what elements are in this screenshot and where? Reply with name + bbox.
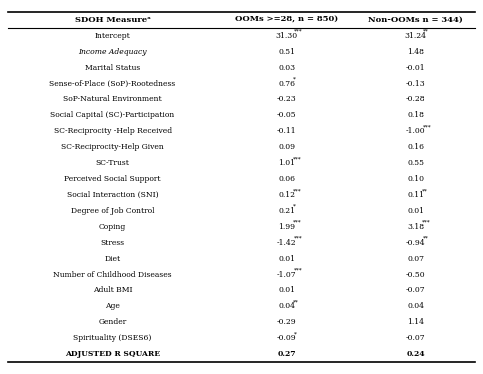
Text: ***: *** bbox=[294, 29, 302, 34]
Text: SC-Trust: SC-Trust bbox=[96, 159, 129, 167]
Text: 0.12: 0.12 bbox=[278, 191, 296, 199]
Text: Coping: Coping bbox=[99, 223, 126, 231]
Text: ***: *** bbox=[294, 267, 302, 273]
Text: Marital Status: Marital Status bbox=[85, 64, 140, 72]
Text: -1.42: -1.42 bbox=[277, 239, 297, 247]
Text: ADJUSTED R SQUARE: ADJUSTED R SQUARE bbox=[65, 350, 160, 358]
Text: 0.04: 0.04 bbox=[407, 302, 424, 310]
Text: Gender: Gender bbox=[99, 318, 127, 326]
Text: -0.94: -0.94 bbox=[406, 239, 426, 247]
Text: Diet: Diet bbox=[104, 255, 121, 263]
Text: SDOH Measureᵃ: SDOH Measureᵃ bbox=[74, 16, 151, 24]
Text: Age: Age bbox=[105, 302, 120, 310]
Text: **: ** bbox=[293, 299, 298, 304]
Text: 1.14: 1.14 bbox=[407, 318, 424, 326]
Text: -0.11: -0.11 bbox=[277, 127, 297, 135]
Text: -0.07: -0.07 bbox=[406, 334, 426, 342]
Text: *: * bbox=[294, 331, 297, 336]
Text: 0.07: 0.07 bbox=[407, 255, 424, 263]
Text: 0.16: 0.16 bbox=[407, 143, 424, 151]
Text: SoP-Natural Environment: SoP-Natural Environment bbox=[63, 95, 162, 104]
Text: 0.76: 0.76 bbox=[278, 80, 296, 88]
Text: Intercept: Intercept bbox=[95, 32, 130, 40]
Text: 1.01: 1.01 bbox=[278, 159, 296, 167]
Text: -0.13: -0.13 bbox=[406, 80, 426, 88]
Text: -0.05: -0.05 bbox=[277, 111, 297, 119]
Text: ***: *** bbox=[293, 220, 301, 225]
Text: Social Capital (SC)-Participation: Social Capital (SC)-Participation bbox=[50, 111, 175, 119]
Text: Perceived Social Support: Perceived Social Support bbox=[64, 175, 161, 183]
Text: 31.30: 31.30 bbox=[276, 32, 298, 40]
Text: Number of Childhood Diseases: Number of Childhood Diseases bbox=[53, 270, 172, 279]
Text: 0.06: 0.06 bbox=[278, 175, 296, 183]
Text: **: ** bbox=[422, 188, 427, 193]
Text: OOMs >=28, n = 850): OOMs >=28, n = 850) bbox=[235, 16, 339, 24]
Text: 0.51: 0.51 bbox=[278, 48, 296, 56]
Text: Social Interaction (SNI): Social Interaction (SNI) bbox=[67, 191, 158, 199]
Text: ***: *** bbox=[293, 156, 301, 161]
Text: ***: *** bbox=[423, 125, 431, 129]
Text: -0.29: -0.29 bbox=[277, 318, 297, 326]
Text: 1.48: 1.48 bbox=[407, 48, 424, 56]
Text: Non-OOMs n = 344): Non-OOMs n = 344) bbox=[369, 16, 463, 24]
Text: 0.18: 0.18 bbox=[407, 111, 424, 119]
Text: 0.03: 0.03 bbox=[278, 64, 296, 72]
Text: 3.18: 3.18 bbox=[407, 223, 425, 231]
Text: 0.55: 0.55 bbox=[407, 159, 424, 167]
Text: Spirituality (DSES6): Spirituality (DSES6) bbox=[73, 334, 152, 342]
Text: *: * bbox=[293, 204, 296, 209]
Text: ***: *** bbox=[294, 236, 302, 241]
Text: Adult BMI: Adult BMI bbox=[93, 286, 132, 294]
Text: Sense-of-Place (SoP)-Rootedness: Sense-of-Place (SoP)-Rootedness bbox=[49, 80, 176, 88]
Text: **: ** bbox=[423, 29, 428, 34]
Text: 0.01: 0.01 bbox=[407, 207, 424, 215]
Text: 0.27: 0.27 bbox=[278, 350, 296, 358]
Text: Income Adequacy: Income Adequacy bbox=[78, 48, 147, 56]
Text: 0.01: 0.01 bbox=[278, 286, 296, 294]
Text: 0.11: 0.11 bbox=[407, 191, 424, 199]
Text: *: * bbox=[293, 77, 296, 82]
Text: 1.99: 1.99 bbox=[278, 223, 296, 231]
Text: -0.07: -0.07 bbox=[406, 286, 426, 294]
Text: SC-Reciprocity-Help Given: SC-Reciprocity-Help Given bbox=[61, 143, 164, 151]
Text: -1.00: -1.00 bbox=[406, 127, 426, 135]
Text: 0.09: 0.09 bbox=[278, 143, 296, 151]
Text: 0.10: 0.10 bbox=[407, 175, 424, 183]
Text: ***: *** bbox=[422, 220, 430, 225]
Text: SC-Reciprocity -Help Received: SC-Reciprocity -Help Received bbox=[54, 127, 171, 135]
Text: **: ** bbox=[423, 236, 428, 241]
Text: Degree of Job Control: Degree of Job Control bbox=[71, 207, 155, 215]
Text: -0.28: -0.28 bbox=[406, 95, 426, 104]
Text: -0.50: -0.50 bbox=[406, 270, 426, 279]
Text: 0.21: 0.21 bbox=[278, 207, 296, 215]
Text: -0.23: -0.23 bbox=[277, 95, 297, 104]
Text: 31.24: 31.24 bbox=[405, 32, 427, 40]
Text: 0.01: 0.01 bbox=[278, 255, 296, 263]
Text: -0.09: -0.09 bbox=[277, 334, 297, 342]
Text: -0.01: -0.01 bbox=[406, 64, 426, 72]
Text: Stress: Stress bbox=[100, 239, 125, 247]
Text: 0.24: 0.24 bbox=[407, 350, 425, 358]
Text: 0.04: 0.04 bbox=[278, 302, 296, 310]
Text: -1.07: -1.07 bbox=[277, 270, 297, 279]
Text: ***: *** bbox=[293, 188, 301, 193]
